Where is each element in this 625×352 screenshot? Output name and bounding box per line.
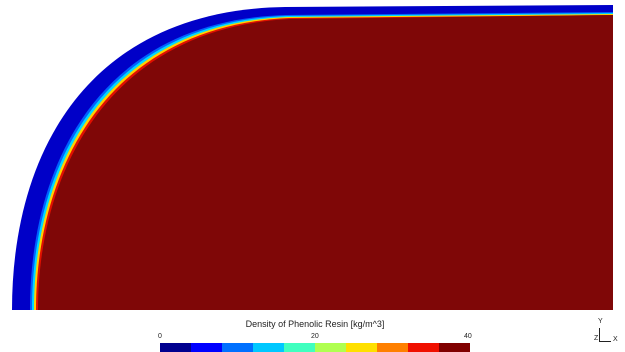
legend-title: Density of Phenolic Resin [kg/m^3] <box>245 319 385 329</box>
color-bar-swatch <box>346 343 377 352</box>
color-bar-swatch <box>222 343 253 352</box>
color-bar-swatch <box>315 343 346 352</box>
axis-x-label: X <box>613 336 618 343</box>
axis-z-label: Z <box>594 335 599 342</box>
color-bar-swatch <box>439 343 470 352</box>
legend-tick-20: 20 <box>311 333 319 340</box>
axis-y-line <box>599 328 600 341</box>
color-bar-swatch <box>253 343 284 352</box>
color-bar <box>160 343 470 352</box>
legend-tick-0: 0 <box>158 333 162 340</box>
axis-triad: Y Z X <box>594 318 624 348</box>
color-bar-swatch <box>191 343 222 352</box>
legend-tick-40: 40 <box>464 333 472 340</box>
color-bar-swatch <box>160 343 191 352</box>
color-bar-swatch <box>377 343 408 352</box>
color-bar-swatch <box>408 343 439 352</box>
axis-x-line <box>599 341 611 342</box>
virgin-resin-region <box>38 15 613 310</box>
color-bar-swatch <box>284 343 315 352</box>
axis-y-label: Y <box>598 318 603 325</box>
